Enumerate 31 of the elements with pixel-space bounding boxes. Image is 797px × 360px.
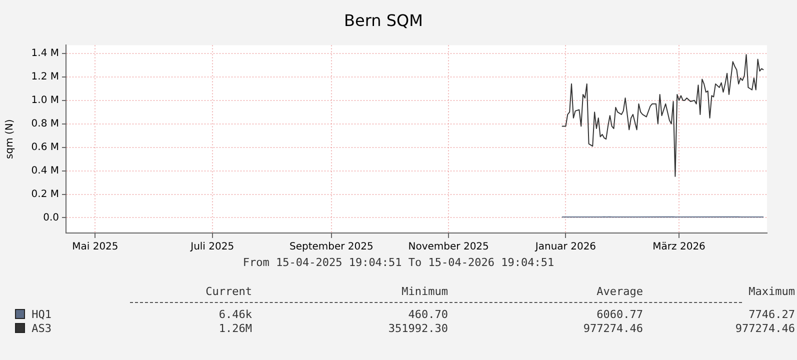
x-tick-label: November 2025 xyxy=(408,242,489,253)
text: Minimum xyxy=(400,284,448,298)
x-tick-label: März 2026 xyxy=(652,242,706,253)
text: Maximum xyxy=(748,284,795,298)
x-tick-label: Juli 2025 xyxy=(190,242,234,253)
text: 351992.30 xyxy=(387,321,448,335)
y-tick-label: 1.2 M xyxy=(31,71,59,82)
text: Current xyxy=(204,284,252,298)
text: 977274.46 xyxy=(582,321,643,335)
text: 1.26M xyxy=(218,321,252,335)
y-tick-label: 0.4 M xyxy=(31,165,59,176)
y-tick-label: 0.0 xyxy=(43,212,59,224)
y-tick-label: 1.4 M xyxy=(31,48,59,60)
y-tick-label: 0.8 M xyxy=(31,118,59,130)
text: Average xyxy=(596,284,643,298)
legend-label: AS3 xyxy=(30,321,52,335)
y-tick-label: 0.2 M xyxy=(31,188,59,200)
text: From 15-04-2025 19:04:51 To 15-04-2026 19:04:51 xyxy=(242,256,556,269)
x-tick-label: Mai 2025 xyxy=(72,242,118,253)
legend-label: HQ1 xyxy=(30,307,52,321)
y-tick-label: 0.6 M xyxy=(31,142,59,153)
y-axis-title: sqm (N) xyxy=(4,119,16,159)
text: 977274.46 xyxy=(734,321,795,335)
text: 6060.77 xyxy=(596,307,643,321)
text: 460.70 xyxy=(407,307,448,321)
chart-title: Bern SQM xyxy=(344,10,423,30)
y-tick-label: 1.0 M xyxy=(31,94,59,106)
x-tick-label: September 2025 xyxy=(289,242,374,253)
x-tick-label: Januar 2026 xyxy=(534,242,596,253)
text: 7746.27 xyxy=(748,307,795,321)
text: 6.46k xyxy=(218,307,252,321)
